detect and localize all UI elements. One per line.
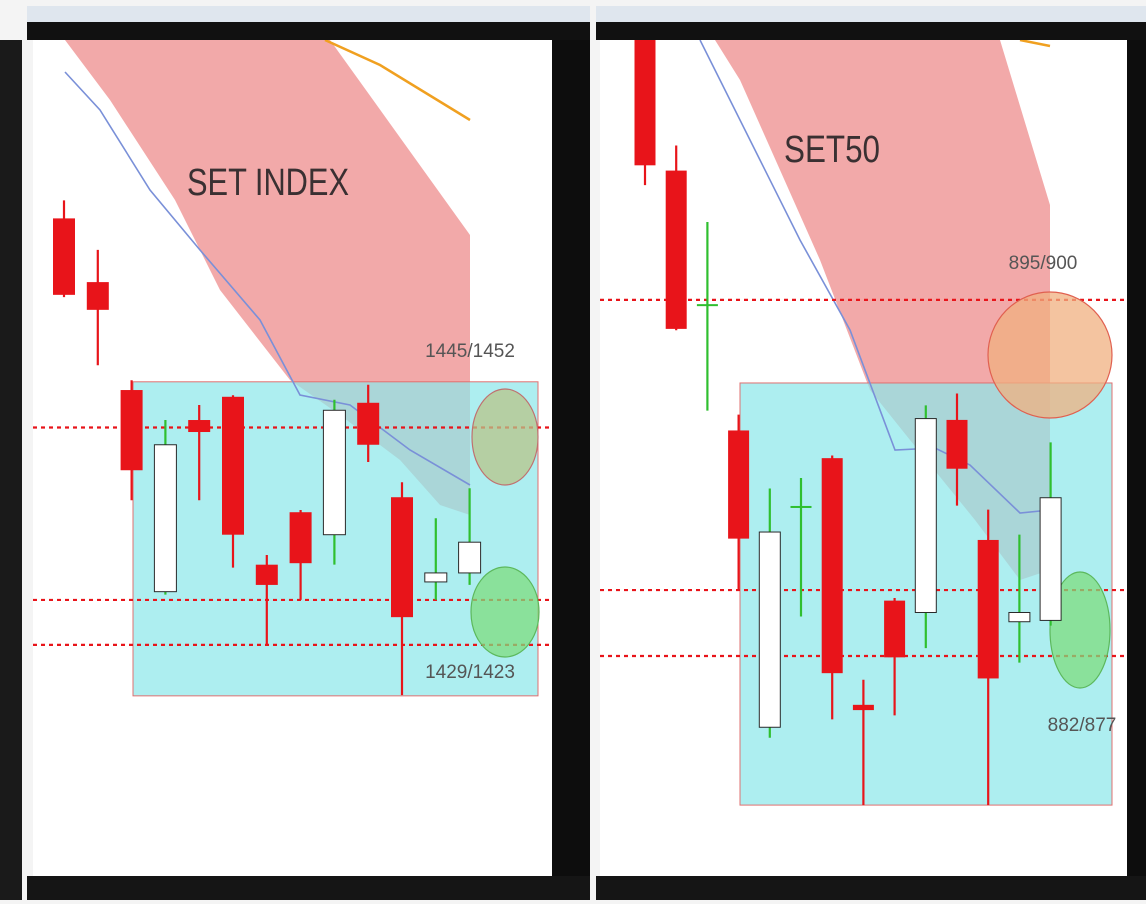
level-annotation: 895/900 <box>1009 253 1078 274</box>
candle-body <box>1009 612 1030 621</box>
price-axis <box>552 40 590 876</box>
candle-body <box>154 445 176 592</box>
candle-body <box>323 410 345 534</box>
candle-body <box>425 573 447 582</box>
price-axis <box>1127 40 1146 876</box>
highlight-circle <box>988 292 1112 418</box>
candle-body <box>391 497 413 617</box>
level-annotation: 882/877 <box>1048 715 1117 736</box>
chart-title: SET50 <box>784 129 880 171</box>
level-annotation: 1445/1452 <box>425 341 515 362</box>
candle-body <box>87 282 109 310</box>
candle-body <box>728 430 749 538</box>
highlight-circle <box>471 567 539 657</box>
candle-body <box>222 397 244 535</box>
time-axis <box>596 876 1146 900</box>
candle-body <box>53 218 75 294</box>
candle-body <box>978 540 999 679</box>
candle-body <box>697 304 718 306</box>
screenshot: SET INDEX 1445/1452 1429/1423 SET50 895/900 8… <box>0 0 1146 904</box>
candle-body <box>759 532 780 727</box>
candle-body <box>822 458 843 673</box>
candle-body <box>357 403 379 445</box>
level-annotation: 1429/1423 <box>425 662 515 683</box>
candle-body <box>188 420 210 432</box>
candle-body <box>1040 498 1061 621</box>
window-titlebar <box>27 6 590 22</box>
info-bar <box>27 22 590 40</box>
candle-body <box>121 390 143 470</box>
candle-body <box>853 705 874 710</box>
candle-body <box>256 565 278 585</box>
candle-body <box>884 601 905 658</box>
candle-body <box>915 419 936 613</box>
candle-body <box>459 542 481 573</box>
side-strip <box>0 40 22 900</box>
chart-title: SET INDEX <box>187 162 349 204</box>
info-bar <box>596 22 1146 40</box>
candle-body <box>791 506 812 508</box>
window-titlebar <box>596 6 1146 22</box>
candle-body <box>666 171 687 329</box>
highlight-circle <box>472 389 538 485</box>
time-axis <box>27 876 590 900</box>
candle-body <box>947 420 968 469</box>
candle-body <box>290 512 312 563</box>
